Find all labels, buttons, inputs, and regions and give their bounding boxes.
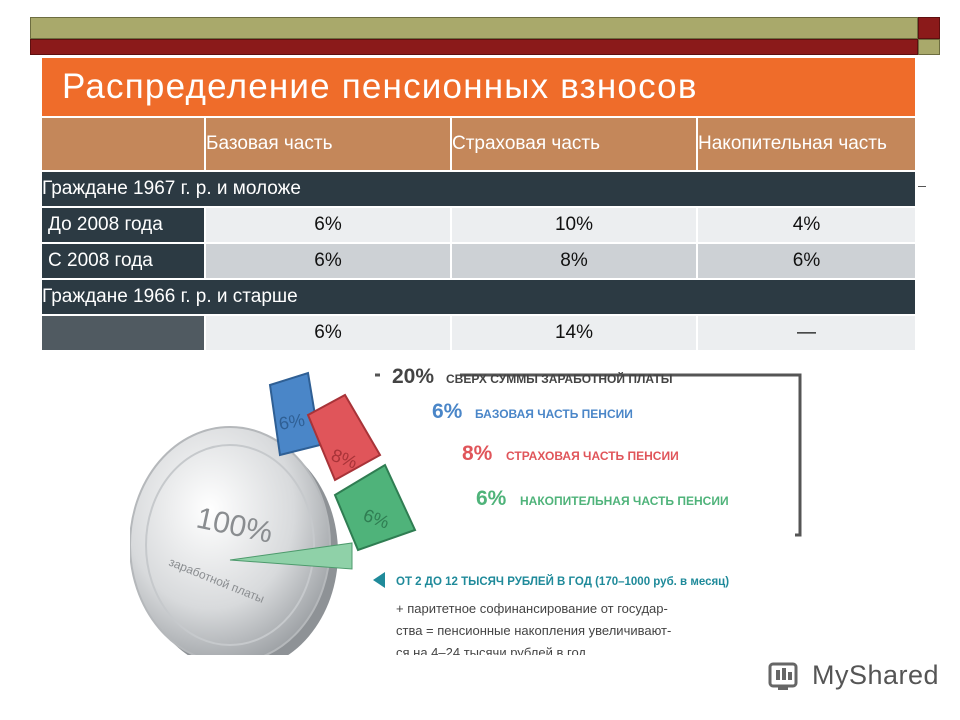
cell-insurance: 10% <box>452 206 698 242</box>
legend-text-4: НАКОПИТЕЛЬНАЯ ЧАСТЬ ПЕНСИИ <box>520 494 729 508</box>
legend-text-1: СВЕРХ СУММЫ ЗАРАБОТНОЙ ПЛАТЫ <box>446 371 673 386</box>
table-row: До 2008 года 6% 10% 4% <box>42 206 915 242</box>
pointer-arrow-icon <box>373 572 385 588</box>
cell-basic: 6% <box>206 242 452 278</box>
note-head: ОТ 2 ДО 12 ТЫСЯЧ РУБЛЕЙ В ГОД (170–1000 … <box>396 575 729 588</box>
bracket <box>375 373 802 537</box>
slice-green <box>333 463 417 552</box>
group-row: Граждане 1967 г. р. и моложе <box>42 170 915 206</box>
legend-pct-4: 6% <box>476 487 507 510</box>
myshared-logo-icon <box>768 662 798 690</box>
logo-text: MyShared <box>812 660 940 690</box>
table-row: С 2008 года 6% 8% 6% <box>42 242 915 278</box>
header-funded-part: Накопительная часть <box>698 118 915 170</box>
cell-basic: 6% <box>206 314 452 350</box>
coin-infographic: 6% 8% 6% 100% заработной платы 20% СВЕРХ… <box>130 365 802 655</box>
group-row: Граждане 1966 г. р. и старше <box>42 278 915 314</box>
row-label: С 2008 года <box>42 242 206 278</box>
header-insurance-part: Страховая часть <box>452 118 698 170</box>
legend-pct-3: 8% <box>462 442 493 465</box>
corner-square-light <box>918 39 940 55</box>
header-basic-part: Базовая часть <box>206 118 452 170</box>
note-line-2: ства = пенсионные накопления увеличивают… <box>396 623 671 638</box>
slide-title: Распределение пенсионных взносов <box>42 58 915 116</box>
legend-pct-1: 20% <box>392 365 434 388</box>
cell-insurance: 8% <box>452 242 698 278</box>
row-label: До 2008 года <box>42 206 206 242</box>
cell-basic: 6% <box>206 206 452 242</box>
legend-text-3: СТРАХОВАЯ ЧАСТЬ ПЕНСИИ <box>506 449 679 463</box>
slice-red <box>306 393 382 482</box>
group-label: Граждане 1966 г. р. и старше <box>42 278 915 314</box>
table-header-row: Базовая часть Страховая часть Накопитель… <box>42 118 915 170</box>
top-decor-bar <box>30 17 918 39</box>
corner-square-dark <box>918 17 940 39</box>
note-line-1: + паритетное софинансирование от государ… <box>396 601 668 616</box>
cell-insurance: 14% <box>452 314 698 350</box>
slice-small-green <box>229 542 353 570</box>
header-empty <box>42 118 206 170</box>
table-row: 6% 14% — <box>42 314 915 350</box>
slice-blue-label: 6% <box>277 410 306 434</box>
group-label: Граждане 1967 г. р. и моложе <box>42 170 915 206</box>
top-decor-bar-dark <box>30 39 918 55</box>
legend-text-2: БАЗОВАЯ ЧАСТЬ ПЕНСИИ <box>475 407 633 421</box>
cell-funded: 4% <box>698 206 915 242</box>
cell-funded: 6% <box>698 242 915 278</box>
cell-funded: — <box>698 314 915 350</box>
contributions-table: Базовая часть Страховая часть Накопитель… <box>42 118 915 350</box>
note-line-3: ся на 4–24 тысячи рублей в год <box>396 645 586 655</box>
legend-pct-2: 6% <box>432 400 463 423</box>
row-label <box>42 314 206 350</box>
coin-face <box>130 426 331 655</box>
coin-rim <box>145 444 315 646</box>
divider <box>918 186 926 187</box>
